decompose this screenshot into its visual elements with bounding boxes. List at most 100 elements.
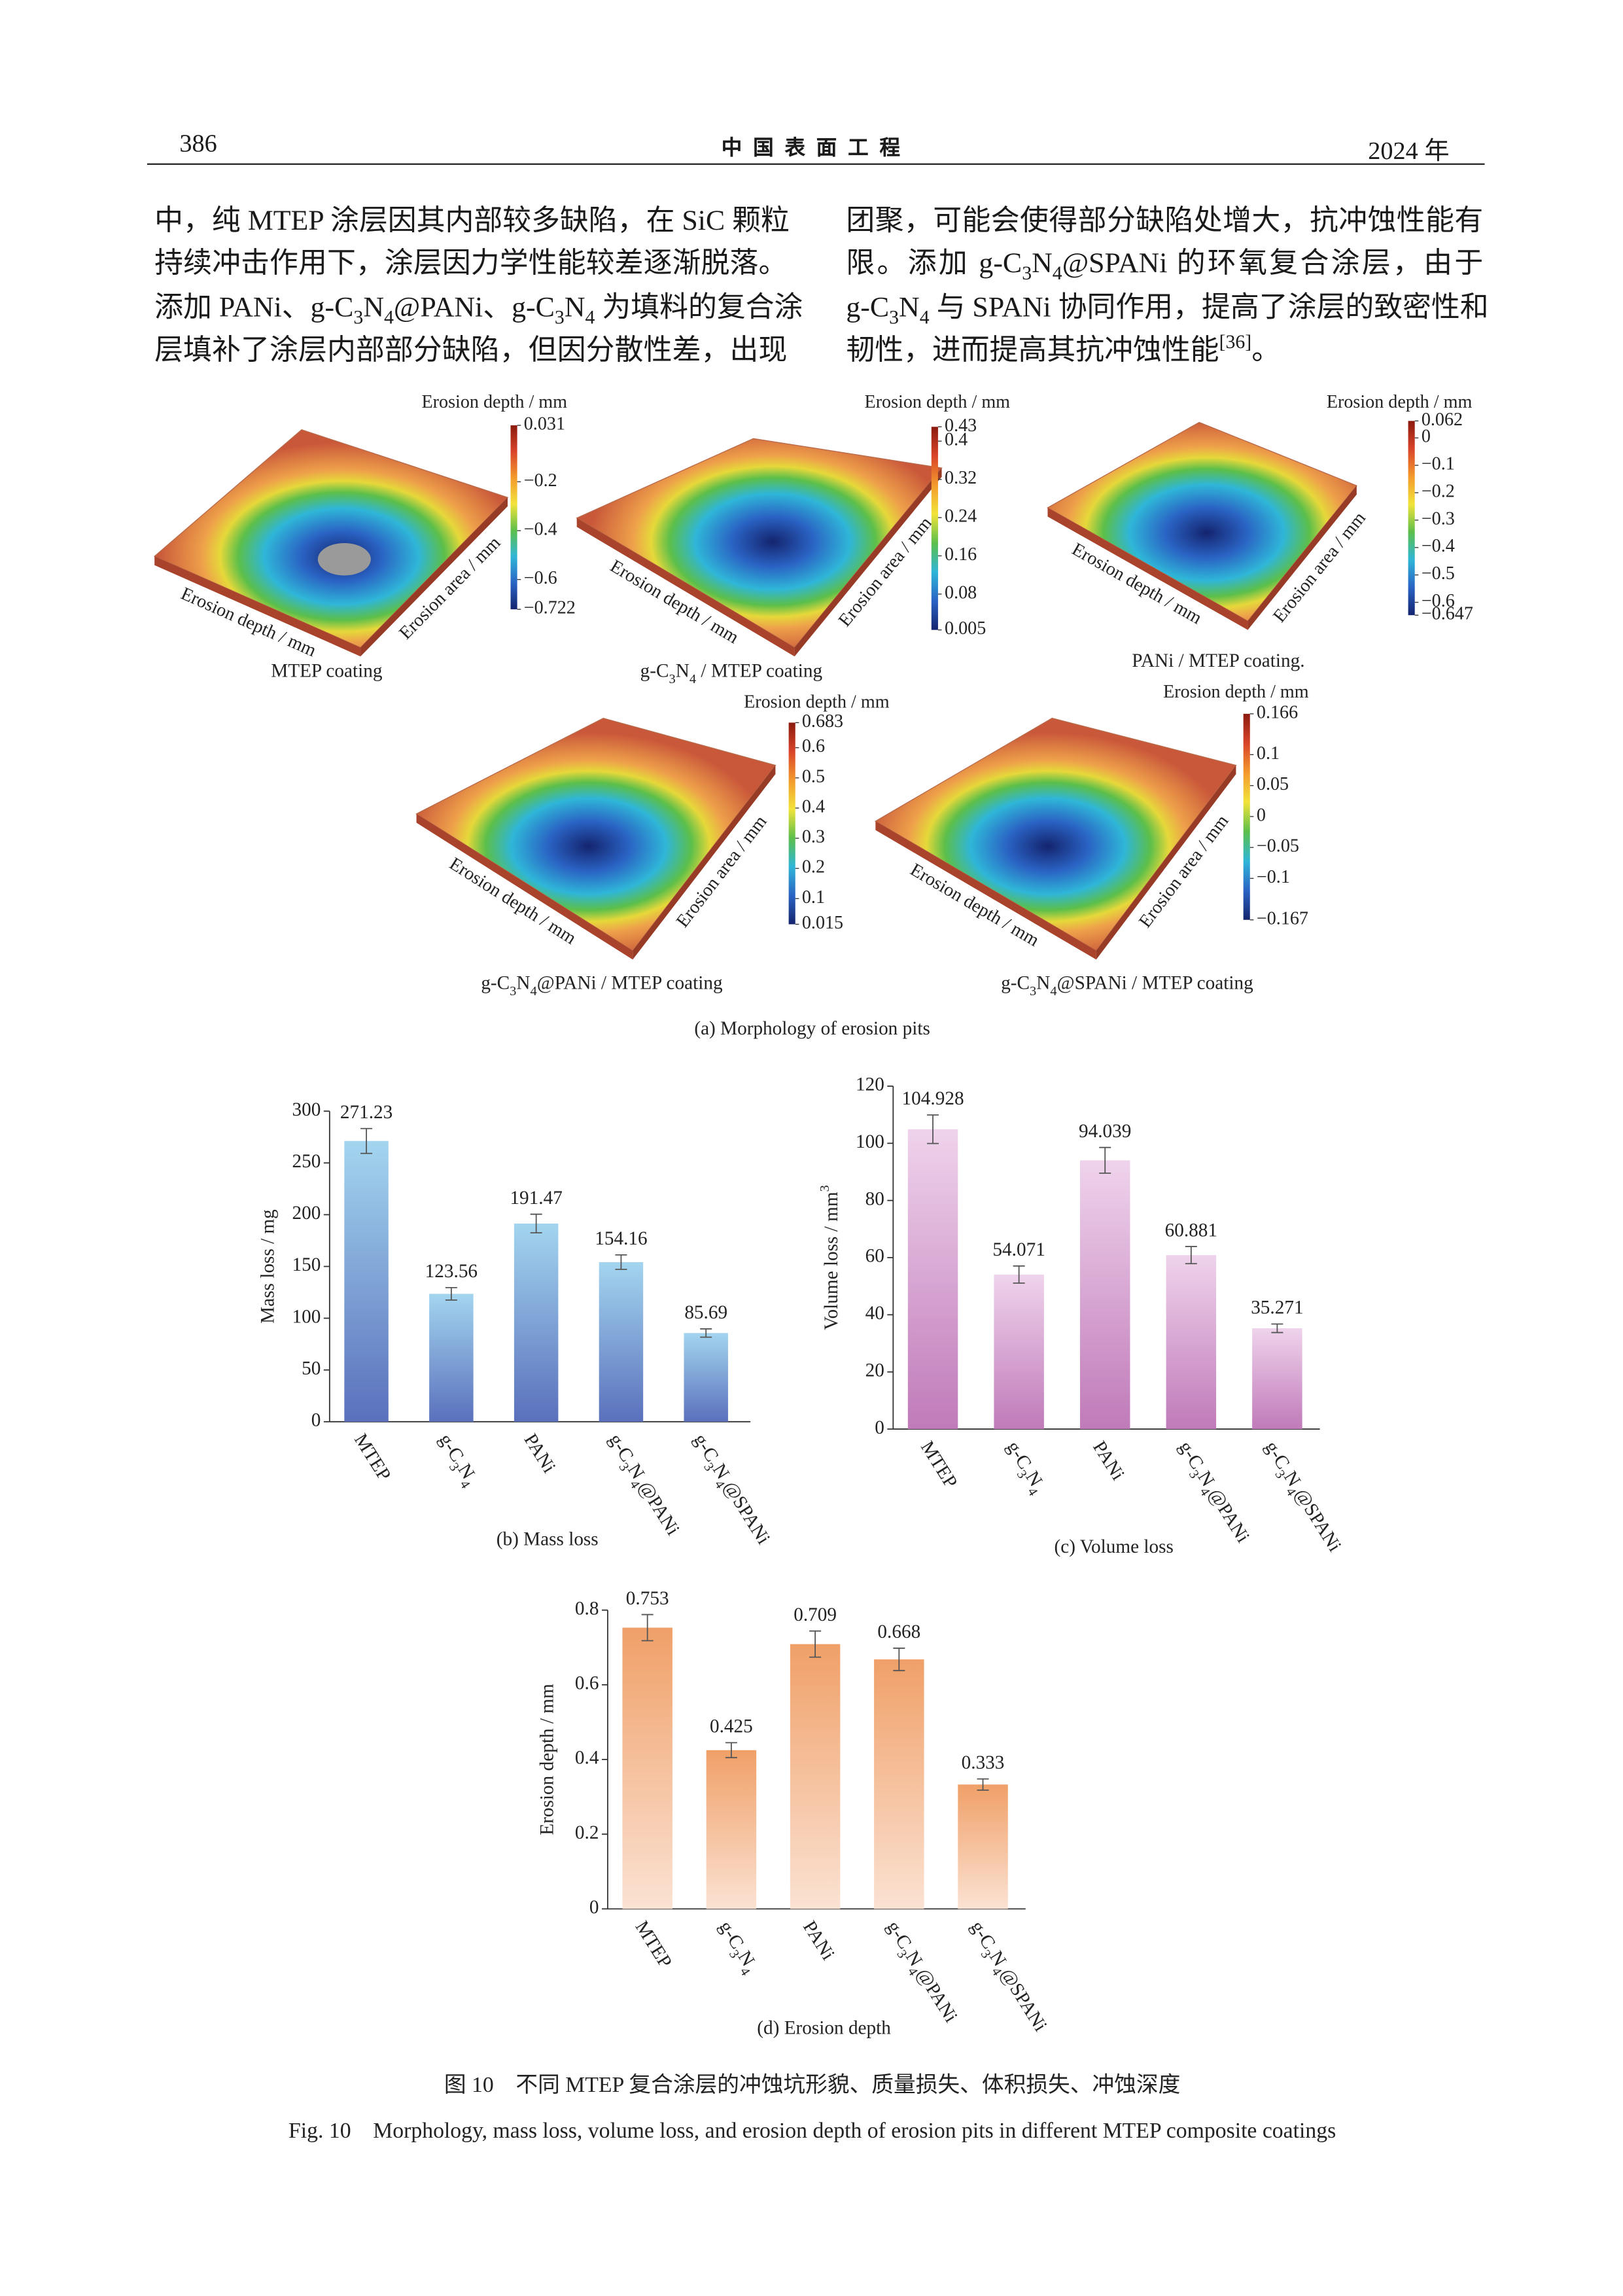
y-tick-label: 300 xyxy=(292,1099,321,1120)
colorbar-tick-label: 0.32 xyxy=(945,468,977,488)
value-label: 0.753 xyxy=(626,1588,669,1609)
bar xyxy=(429,1294,474,1422)
text-run: 。 xyxy=(1251,335,1281,366)
x-tick-label: MTEP xyxy=(916,1438,961,1492)
x-tick-label: PANi xyxy=(520,1430,560,1477)
colorbar xyxy=(510,425,517,610)
colorbar-title: Erosion depth / mm xyxy=(422,392,568,412)
text-line: 限。添加 g-C3N4@SPANi 的环氧复合涂层，由于 xyxy=(846,249,1484,285)
value-label: 191.47 xyxy=(510,1188,562,1209)
colorbar-tick-label: −0.3 xyxy=(1422,508,1455,529)
x-tick-label: PANi xyxy=(799,1917,839,1964)
colorbar-title: Erosion depth / mm xyxy=(865,392,1011,412)
colorbar-title: Erosion depth / mm xyxy=(1163,682,1309,702)
value-label: 85.69 xyxy=(684,1302,727,1323)
bar xyxy=(599,1262,644,1422)
surface-side xyxy=(875,821,1096,960)
bar xyxy=(1166,1255,1217,1430)
y-tick-label: 0.6 xyxy=(575,1673,599,1694)
surface-side xyxy=(1047,508,1248,630)
x-tick-label: g-C3N4@SPANi xyxy=(686,1430,774,1551)
y-tick-label: 40 xyxy=(865,1303,884,1324)
colorbar-tick-label: 0.015 xyxy=(802,913,843,933)
bar xyxy=(994,1274,1044,1430)
surface-side xyxy=(633,765,776,960)
x-tick-label: g-C3N4@PANi xyxy=(1171,1438,1253,1549)
citation: [36] xyxy=(1219,330,1252,353)
text-run: 韧性，进而提高其抗冲蚀性能 xyxy=(846,335,1219,366)
text-line: g-C3N4 与 SPANi 协同作用，提高了涂层的致密性和 xyxy=(846,292,1489,328)
y-axis-title: Volume loss / mm3 xyxy=(818,1185,842,1330)
colorbar-tick-label: −0.4 xyxy=(1422,536,1455,556)
x-tick-label: MTEP xyxy=(350,1430,394,1485)
x-tick-label: g-C3N4@PANi xyxy=(601,1430,683,1542)
colorbar xyxy=(1243,713,1250,920)
y-tick-label: 0.4 xyxy=(575,1748,599,1769)
colorbar-tick-label: 0.031 xyxy=(524,414,565,434)
text-line: 层填补了涂层内部部分缺陷，但因分散性差，出现 xyxy=(154,335,788,366)
value-label: 54.071 xyxy=(992,1239,1045,1260)
x-tick-label: MTEP xyxy=(631,1917,676,1971)
text-line: 中，纯 MTEP 涂层因其内部较多缺陷，在 SiC 颗粒 xyxy=(154,205,790,238)
text-line: 团聚，可能会使得部分缺陷处增大，抗冲蚀性能有 xyxy=(846,205,1484,238)
colorbar-tick-label: −0.6 xyxy=(524,568,557,588)
panel-caption: (a) Morphology of erosion pits xyxy=(694,1018,930,1039)
pit-bottom xyxy=(317,542,371,576)
figure-caption-en: Fig. 10 Morphology, mass loss, volume lo… xyxy=(288,2119,1336,2143)
erosion-surface xyxy=(874,717,1237,951)
bar xyxy=(344,1140,389,1422)
text-line: 持续冲击作用下，涂层因力学性能较差逐渐脱落。 xyxy=(154,249,788,281)
value-label: 0.668 xyxy=(877,1621,920,1642)
y-tick-label: 60 xyxy=(865,1246,884,1267)
value-label: 0.709 xyxy=(794,1604,837,1625)
colorbar-tick-label: −0.2 xyxy=(524,470,557,491)
value-label: 0.333 xyxy=(962,1752,1005,1773)
colorbar-title: Erosion depth / mm xyxy=(744,692,890,713)
surface-side xyxy=(1096,765,1236,960)
y-tick-label: 0 xyxy=(589,1897,599,1918)
colorbar-tick-label: 0.4 xyxy=(802,796,825,817)
right-column: 团聚，可能会使得部分缺陷处增大，抗冲蚀性能有 限。添加 g-C3N4@SPANi … xyxy=(846,200,1489,373)
colorbar-tick-label: −0.1 xyxy=(1422,454,1455,474)
colorbar-tick-label: 0 xyxy=(1257,805,1266,825)
colorbar-tick-label: −0.2 xyxy=(1422,481,1455,501)
colorbar-tick-label: −0.647 xyxy=(1422,604,1473,624)
y-tick-label: 200 xyxy=(292,1203,321,1224)
colorbar-tick-label: −0.4 xyxy=(524,519,557,539)
colorbar-tick-label: 0.166 xyxy=(1257,702,1298,722)
y-tick-label: 0.8 xyxy=(575,1598,599,1619)
y-tick-label: 50 xyxy=(302,1358,321,1379)
value-label: 123.56 xyxy=(425,1261,478,1282)
y-tick-label: 80 xyxy=(865,1188,884,1209)
colorbar xyxy=(931,427,938,630)
colorbar-tick-label: −0.05 xyxy=(1257,836,1299,857)
colorbar-tick-label: 0.683 xyxy=(802,711,843,732)
header-rule xyxy=(147,163,1485,166)
value-label: 35.271 xyxy=(1251,1298,1303,1318)
colorbar-tick-label: 0.3 xyxy=(802,827,825,847)
colorbar-tick-label: 0.05 xyxy=(1257,774,1289,794)
surface-side xyxy=(360,497,508,657)
colorbar-tick-label: 0.43 xyxy=(945,415,977,436)
panel-caption: (d) Erosion depth xyxy=(757,2017,891,2038)
panel-caption: (b) Mass loss xyxy=(497,1529,599,1550)
x-tick-label: g-C3N4 xyxy=(711,1917,762,1978)
bar xyxy=(874,1659,924,1909)
colorbar-tick-label: 0.24 xyxy=(945,506,977,527)
colorbar-tick-label: 0.5 xyxy=(802,766,825,786)
erosion-surface xyxy=(415,717,777,951)
bar xyxy=(684,1333,728,1422)
x-tick-label: PANi xyxy=(1089,1438,1128,1484)
value-label: 271.23 xyxy=(340,1102,393,1123)
bar xyxy=(958,1784,1008,1909)
colorbar-tick-label: 0.005 xyxy=(945,618,986,639)
surface-side xyxy=(154,556,361,657)
bar xyxy=(1252,1328,1302,1430)
page-number: 386 xyxy=(179,129,217,158)
panel-caption: (c) Volume loss xyxy=(1054,1536,1173,1557)
y-tick-label: 0.2 xyxy=(575,1822,599,1843)
